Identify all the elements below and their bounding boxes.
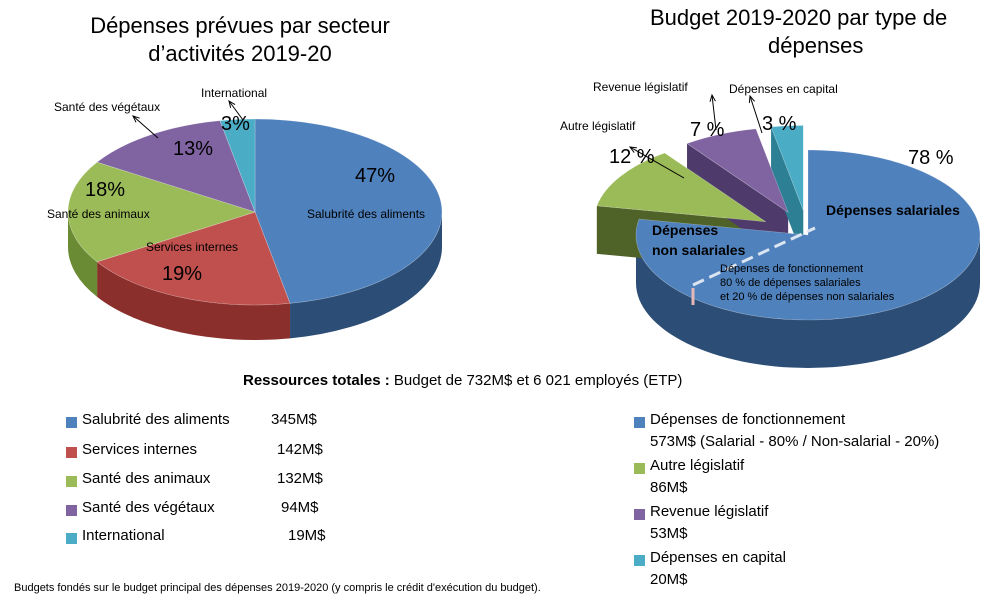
label-sante-vegetaux: Santé des végétaux xyxy=(54,100,161,114)
left-pie-side-sante-des-animaux xyxy=(68,212,98,297)
legend-swatch-services xyxy=(66,447,77,458)
left-pie-slice-salubrite-des-aliments xyxy=(254,118,443,304)
left-pie-slice-sante-des-vegetaux xyxy=(96,120,256,213)
legend-label-capital: Dépenses en capital xyxy=(650,549,786,566)
legend-swatch-revenue-legislatif xyxy=(634,509,645,520)
left-chart-title-line2: d’activités 2019-20 xyxy=(148,41,332,66)
legend-label-autre-legislatif: Autre législatif xyxy=(650,457,745,474)
legend-detail-autre-legislatif: 86M$ xyxy=(650,479,688,496)
summary: Ressources totales : Budget de 732M$ et … xyxy=(243,372,682,389)
annotation-salariales: Dépenses salariales xyxy=(826,202,960,218)
legend-amount-services: 142M$ xyxy=(277,441,323,458)
arrow-depenses-capital-head xyxy=(748,94,755,104)
label-international: International xyxy=(201,86,268,100)
legend-detail-fonctionnement: 573M$ (Salarial - 80% / Non-salarial - 2… xyxy=(650,433,940,450)
arrow-autre-legislatif-head xyxy=(628,146,638,153)
annotation-fonctionnement: Dépenses de fonctionnement 80 % de dépen… xyxy=(720,262,894,304)
arrow-revenue-legislatif xyxy=(711,94,717,131)
annotation-fonctionnement-line3: et 20 % de dépenses non salariales xyxy=(720,291,895,303)
legend-swatch-animaux xyxy=(66,476,77,487)
arrow-sante-vegetaux xyxy=(132,115,159,139)
legend-label-fonctionnement: Dépenses de fonctionnement xyxy=(650,411,846,428)
right-pie-slice-autre-legislatif xyxy=(596,152,766,223)
legend-amount-animaux: 132M$ xyxy=(277,470,323,487)
legend-swatch-fonctionnement xyxy=(634,417,645,428)
left-pie-slice-sante-des-animaux xyxy=(67,161,256,263)
arrow-international-head xyxy=(228,99,236,108)
legend-amount-vegetaux: 94M$ xyxy=(281,499,319,516)
pct-revenue-legislatif: 7 % xyxy=(690,119,725,141)
right-pie-salary-split-line xyxy=(692,226,816,287)
annotation-fonctionnement-line1: Dépenses de fonctionnement xyxy=(720,263,864,275)
legend-swatch-international xyxy=(66,533,77,544)
left-pie-side-salubrite-des-aliments xyxy=(290,212,443,339)
legend-label-revenue-legislatif: Revenue législatif xyxy=(650,503,769,520)
pct-salubrite: 47% xyxy=(355,165,396,187)
pct-international: 3% xyxy=(221,113,250,135)
legend-amount-salubrite: 345M$ xyxy=(271,411,317,428)
legend-label-services: Services internes xyxy=(82,441,198,458)
right-pie-slice-depenses-en-capital xyxy=(770,125,804,211)
pct-depenses-capital: 3 % xyxy=(762,113,797,135)
footnote: Budgets fondés sur le budget principal d… xyxy=(14,582,541,594)
arrow-depenses-capital xyxy=(749,95,763,134)
pct-services-internes: 19% xyxy=(162,263,203,285)
legend-amount-international: 19M$ xyxy=(288,527,326,544)
legend-label-vegetaux: Santé des végétaux xyxy=(82,499,215,516)
pct-fonctionnement: 78 % xyxy=(908,147,954,169)
annotation-non-salariales: Dépenses non salariales xyxy=(652,220,745,260)
arrow-revenue-legislatif-head xyxy=(709,93,716,102)
right-chart-title-line1: Budget 2019-2020 par type de xyxy=(650,5,948,30)
right-chart-title: Budget 2019-2020 par type de dépenses xyxy=(600,4,990,60)
left-chart-title-line1: Dépenses prévues par secteur xyxy=(90,13,390,38)
label-autre-legislatif: Autre législatif xyxy=(560,119,636,133)
right-pie-slice-revenue-legislatif xyxy=(686,128,789,214)
arrow-autre-legislatif xyxy=(629,146,685,179)
label-sante-animaux: Santé des animaux xyxy=(47,207,150,221)
legend-swatch-salubrite xyxy=(66,417,77,428)
annotation-non-salariales-line1: Dépenses xyxy=(652,222,719,238)
legend-detail-capital: 20M$ xyxy=(650,571,688,588)
label-salubrite: Salubrité des aliments xyxy=(307,207,426,221)
annotation-non-salariales-line2: non salariales xyxy=(652,242,746,258)
left-pie-slice-international xyxy=(219,118,256,213)
legend-label-salubrite: Salubrité des aliments xyxy=(82,411,230,428)
legend-detail-revenue-legislatif: 53M$ xyxy=(650,525,688,542)
left-chart-title: Dépenses prévues par secteur d’activités… xyxy=(20,12,460,68)
left-pie-side-services-internes xyxy=(97,261,291,340)
legend-label-international: International xyxy=(82,527,165,544)
legend-swatch-autre-legislatif xyxy=(634,463,645,474)
arrow-international xyxy=(228,100,244,121)
right-pie-slice-depenses-de-fonctionnement xyxy=(635,149,981,321)
pct-sante-vegetaux: 13% xyxy=(173,138,214,160)
right-chart-title-line2: dépenses xyxy=(768,33,864,58)
label-services-internes: Services internes xyxy=(146,240,239,254)
annotation-fonctionnement-line2: 80 % de dépenses salariales xyxy=(720,277,861,289)
summary-text: Budget de 732M$ et 6 021 employés (ETP) xyxy=(393,372,683,389)
right-pie-side-depenses-de-fonctionnement xyxy=(636,235,980,368)
label-depenses-capital: Dépenses en capital xyxy=(729,82,838,96)
legend-swatch-capital xyxy=(634,555,645,566)
legend-label-animaux: Santé des animaux xyxy=(82,470,211,487)
legend-swatch-vegetaux xyxy=(66,505,77,516)
label-revenue-legislatif: Revenue législatif xyxy=(593,80,688,94)
pct-autre-legislatif: 12 % xyxy=(609,146,655,168)
right-pie-wall-depenses-en-capital xyxy=(771,126,804,259)
left-pie-slice-services-internes xyxy=(96,211,291,306)
pct-sante-animaux: 18% xyxy=(85,179,126,201)
summary-label: Ressources totales : xyxy=(243,372,390,389)
arrow-sante-vegetaux-head xyxy=(132,115,140,123)
